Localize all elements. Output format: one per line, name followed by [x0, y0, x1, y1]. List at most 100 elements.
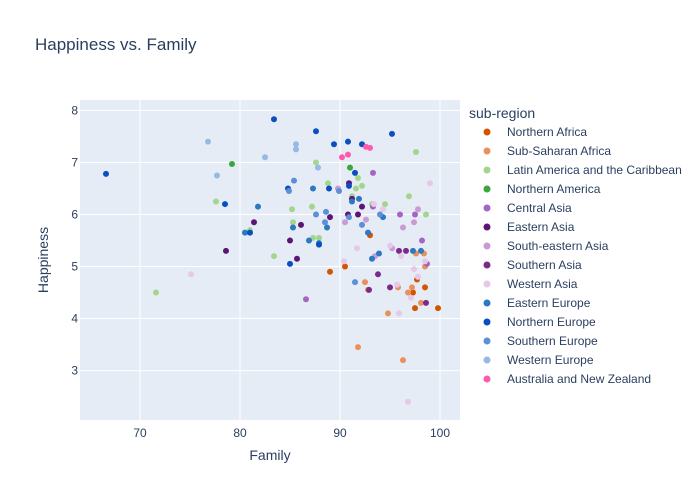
- data-point[interactable]: [355, 344, 361, 351]
- data-point[interactable]: [435, 305, 441, 312]
- data-point[interactable]: [342, 263, 348, 270]
- data-point[interactable]: [370, 169, 376, 176]
- legend[interactable]: sub-region Northern Africa Sub-Saharan Af…: [469, 105, 682, 386]
- data-point[interactable]: [410, 289, 416, 296]
- data-point[interactable]: [205, 138, 211, 145]
- data-point[interactable]: [223, 247, 229, 254]
- data-point[interactable]: [355, 175, 361, 182]
- data-point[interactable]: [406, 193, 412, 200]
- legend-item[interactable]: Northern Africa: [483, 125, 588, 139]
- data-point[interactable]: [356, 195, 362, 202]
- data-point[interactable]: [293, 146, 299, 153]
- legend-item[interactable]: Sub-Saharan Africa: [483, 144, 612, 158]
- data-point[interactable]: [289, 206, 295, 213]
- data-point[interactable]: [255, 203, 261, 210]
- data-point[interactable]: [375, 271, 381, 278]
- data-point[interactable]: [382, 201, 388, 208]
- data-point[interactable]: [359, 182, 365, 189]
- legend-item[interactable]: Eastern Europe: [483, 296, 591, 310]
- data-point[interactable]: [298, 221, 304, 228]
- legend-item[interactable]: Southern Europe: [483, 334, 599, 348]
- data-point[interactable]: [366, 286, 372, 293]
- data-point[interactable]: [396, 310, 402, 317]
- data-point[interactable]: [363, 216, 369, 223]
- data-point[interactable]: [271, 253, 277, 260]
- data-point[interactable]: [326, 185, 332, 192]
- data-point[interactable]: [214, 172, 220, 179]
- data-point[interactable]: [323, 208, 329, 215]
- data-point[interactable]: [153, 289, 159, 296]
- data-point[interactable]: [412, 211, 418, 218]
- data-point[interactable]: [313, 159, 319, 166]
- data-point[interactable]: [222, 201, 228, 208]
- data-point[interactable]: [346, 182, 352, 189]
- legend-item[interactable]: Western Asia: [483, 277, 578, 291]
- data-point[interactable]: [369, 255, 375, 262]
- data-point[interactable]: [103, 170, 109, 177]
- data-point[interactable]: [354, 245, 360, 252]
- data-point[interactable]: [423, 299, 429, 306]
- data-point[interactable]: [327, 268, 333, 275]
- data-point[interactable]: [413, 149, 419, 156]
- legend-item[interactable]: Australia and New Zealand: [483, 372, 652, 386]
- data-point[interactable]: [389, 130, 395, 137]
- data-point[interactable]: [371, 201, 377, 208]
- data-point[interactable]: [405, 398, 411, 405]
- data-point[interactable]: [213, 198, 219, 205]
- data-point[interactable]: [397, 211, 403, 218]
- data-point[interactable]: [322, 219, 328, 226]
- data-point[interactable]: [287, 260, 293, 267]
- data-point[interactable]: [271, 116, 277, 123]
- data-point[interactable]: [306, 237, 312, 244]
- data-point[interactable]: [349, 198, 355, 205]
- data-point[interactable]: [339, 154, 345, 161]
- data-point[interactable]: [247, 229, 253, 236]
- data-point[interactable]: [327, 214, 333, 221]
- data-point[interactable]: [362, 279, 368, 286]
- data-point[interactable]: [410, 247, 416, 254]
- data-point[interactable]: [262, 154, 268, 161]
- legend-item[interactable]: Latin America and the Caribbean: [483, 163, 682, 177]
- data-point[interactable]: [400, 224, 406, 231]
- data-point[interactable]: [352, 169, 358, 176]
- data-point[interactable]: [355, 211, 361, 218]
- data-point[interactable]: [315, 164, 321, 171]
- data-point[interactable]: [325, 180, 331, 187]
- legend-item[interactable]: Northern Europe: [483, 315, 597, 329]
- data-point[interactable]: [242, 229, 248, 236]
- legend-item[interactable]: Northern America: [483, 182, 601, 196]
- data-point[interactable]: [403, 247, 409, 254]
- data-point[interactable]: [385, 310, 391, 317]
- data-point[interactable]: [309, 203, 315, 210]
- data-point[interactable]: [324, 224, 330, 231]
- data-point[interactable]: [409, 284, 415, 291]
- data-point[interactable]: [411, 219, 417, 226]
- data-point[interactable]: [347, 164, 353, 171]
- data-point[interactable]: [336, 188, 342, 195]
- data-point[interactable]: [367, 144, 373, 151]
- data-point[interactable]: [345, 151, 351, 158]
- data-point[interactable]: [294, 255, 300, 262]
- data-point[interactable]: [377, 211, 383, 218]
- data-point[interactable]: [411, 266, 417, 273]
- data-point[interactable]: [396, 247, 402, 254]
- data-point[interactable]: [313, 128, 319, 135]
- data-point[interactable]: [415, 273, 421, 280]
- data-point[interactable]: [376, 250, 382, 257]
- data-point[interactable]: [398, 253, 404, 260]
- data-point[interactable]: [412, 305, 418, 312]
- data-point[interactable]: [286, 188, 292, 195]
- data-point[interactable]: [418, 299, 424, 306]
- data-point[interactable]: [415, 206, 421, 213]
- data-point[interactable]: [316, 234, 322, 241]
- data-point[interactable]: [341, 258, 347, 265]
- data-point[interactable]: [423, 211, 429, 218]
- data-point[interactable]: [365, 229, 371, 236]
- data-point[interactable]: [287, 237, 293, 244]
- legend-item[interactable]: Central Asia: [483, 201, 573, 215]
- data-point[interactable]: [342, 219, 348, 226]
- data-point[interactable]: [293, 141, 299, 148]
- data-point[interactable]: [345, 138, 351, 145]
- data-point[interactable]: [290, 219, 296, 226]
- data-point[interactable]: [394, 281, 400, 288]
